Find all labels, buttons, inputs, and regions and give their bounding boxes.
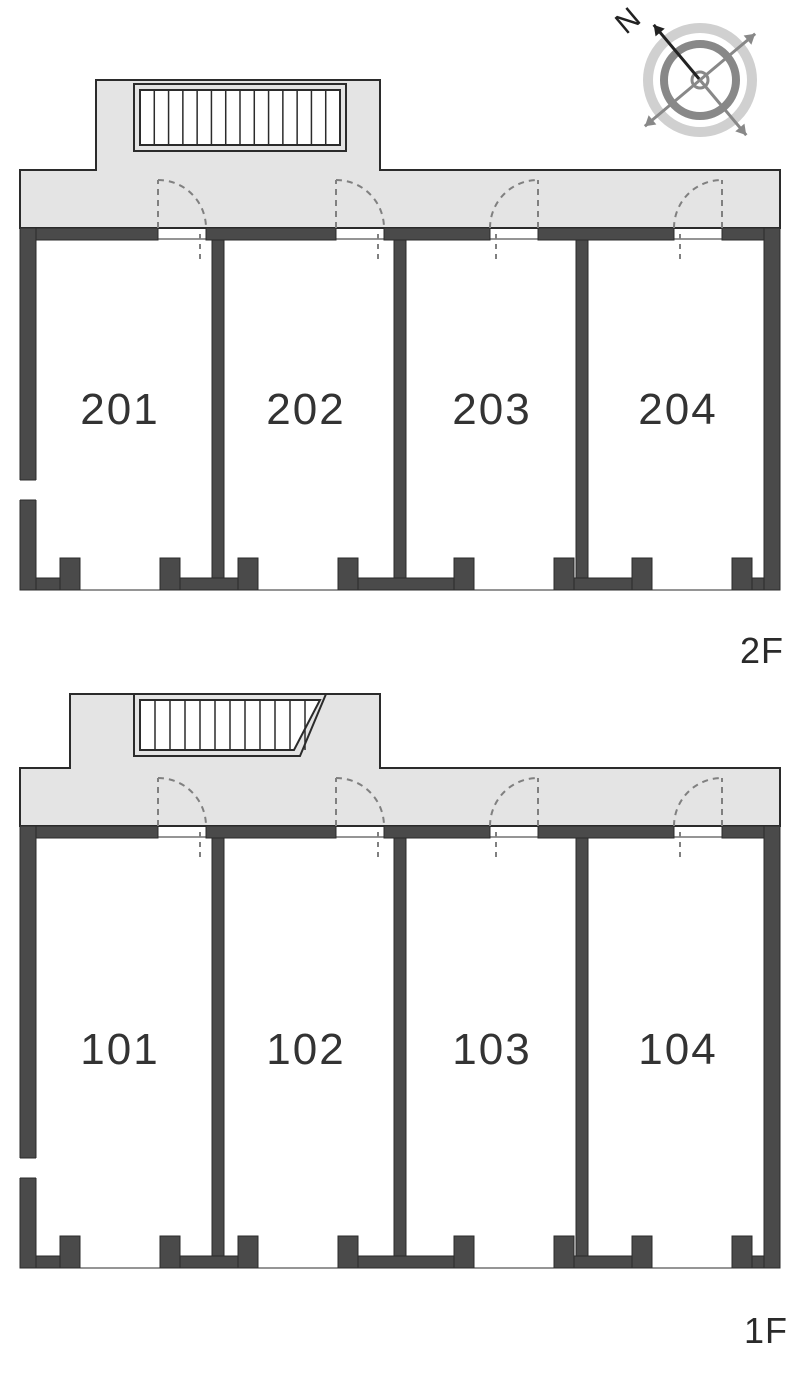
svg-text:N: N — [609, 1, 647, 40]
compass-icon: N — [609, 1, 755, 135]
room-label-204: 204 — [638, 385, 717, 435]
floor-label-2f: 2F — [740, 630, 784, 672]
room-label-203: 203 — [452, 385, 531, 435]
floor-2F — [19, 80, 780, 591]
room-label-102: 102 — [266, 1025, 345, 1075]
room-label-104: 104 — [638, 1025, 717, 1075]
room-label-201: 201 — [80, 385, 159, 435]
floor-label-1f: 1F — [744, 1310, 788, 1352]
room-label-101: 101 — [80, 1025, 159, 1075]
floor-1F — [19, 694, 780, 1269]
room-label-103: 103 — [452, 1025, 531, 1075]
floorplan-canvas: N 2F 1F 201 202 203 204 101 102 103 104 — [0, 0, 800, 1373]
room-label-202: 202 — [266, 385, 345, 435]
floorplan-svg: N — [0, 0, 800, 1373]
